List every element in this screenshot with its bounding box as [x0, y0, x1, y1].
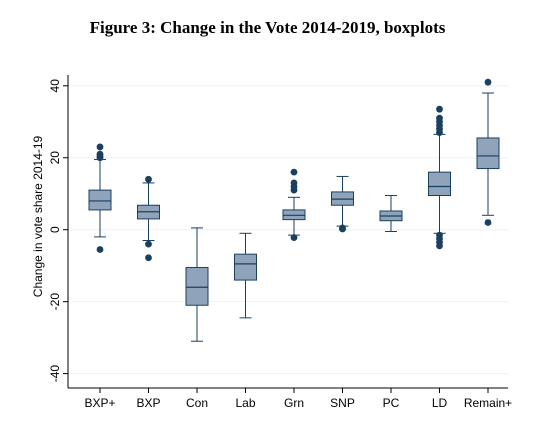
outlier-point	[145, 240, 152, 248]
iqr-box	[476, 137, 500, 170]
outlier-point	[290, 179, 298, 187]
box-remain-	[476, 78, 500, 226]
gridlines	[68, 85, 508, 375]
y-axis-label: Change in vote share 2014-19	[31, 135, 45, 297]
x-tick-label: LD	[432, 396, 448, 410]
y-tick-label: 0	[48, 226, 62, 233]
box-con	[185, 227, 209, 342]
y-tick-label: 20	[48, 151, 62, 165]
box-bxp-	[88, 143, 112, 253]
iqr-box	[234, 253, 257, 281]
outlier-point	[290, 234, 298, 242]
box-bxp	[137, 175, 160, 262]
box-lab	[234, 232, 257, 319]
box-pc	[379, 195, 403, 232]
iqr-box	[185, 266, 209, 306]
box-grn	[282, 168, 306, 242]
outlier-point	[96, 143, 104, 151]
axes: -40 -20 0 20 40 BXP+ BXP Con Lab Grn SNP PC LD Remain…	[48, 75, 512, 410]
x-tick-label: PC	[383, 396, 400, 410]
y-tick-label: -40	[48, 365, 62, 383]
outlier-point	[339, 225, 346, 233]
outlier-point	[484, 219, 492, 226]
box-snp	[331, 175, 354, 233]
x-tick-label: Grn	[284, 396, 304, 410]
outlier-point	[96, 246, 104, 253]
x-tick-label: Con	[186, 396, 208, 410]
y-tick-label: -20	[48, 293, 62, 311]
outlier-point	[436, 242, 443, 250]
x-tick-label: Lab	[235, 396, 255, 410]
boxes	[88, 78, 500, 342]
outlier-point	[145, 175, 152, 183]
x-tick-label: Remain+	[464, 396, 512, 410]
x-tick-label: SNP	[330, 396, 355, 410]
iqr-box	[428, 171, 451, 197]
outlier-point	[436, 114, 443, 122]
outlier-point	[484, 78, 492, 86]
x-tick-label: BXP+	[84, 396, 115, 410]
outlier-point	[145, 254, 152, 262]
outlier-point	[290, 168, 298, 176]
chart-title: Figure 3: Change in the Vote 2014-2019, …	[89, 18, 446, 37]
x-tick-label: BXP	[136, 396, 160, 410]
outlier-point	[436, 105, 443, 113]
outlier-point	[96, 150, 104, 158]
y-tick-label: 40	[48, 79, 62, 93]
iqr-box	[88, 189, 112, 211]
box-ld	[428, 105, 451, 250]
